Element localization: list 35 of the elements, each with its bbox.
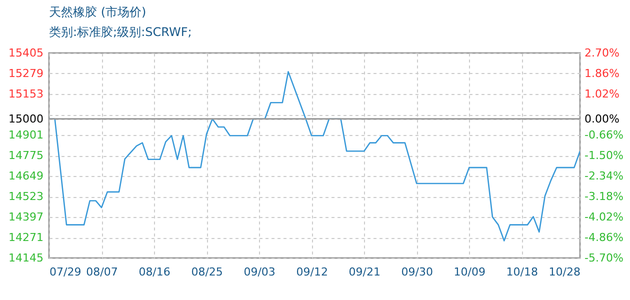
- x-tick-label: 08/07: [86, 266, 118, 278]
- y-tick-label: 14649: [8, 170, 44, 182]
- y2-tick-label: -3.18%: [584, 190, 624, 203]
- y-tick-label: 15279: [8, 67, 44, 80]
- x-tick-label: 10/28: [548, 266, 580, 278]
- y2-tick-label: 1.86%: [584, 67, 620, 80]
- y-tick-label: 14397: [8, 210, 44, 224]
- y2-tick-label: -2.34%: [584, 170, 624, 182]
- x-tick-label: 09/12: [296, 266, 328, 278]
- y-tick-label: 14901: [8, 128, 44, 142]
- y-tick-label: 14775: [8, 149, 44, 162]
- y-tick-label: 15153: [8, 88, 44, 100]
- chart-title: 天然橡胶 (市场价): [49, 5, 146, 19]
- y2-tick-label: -0.66%: [584, 128, 624, 142]
- y2-tick-label: -1.50%: [584, 149, 624, 162]
- x-tick-label: 08/25: [191, 266, 223, 278]
- x-tick-label: 09/21: [348, 266, 380, 278]
- y2-tick-label: -5.70%: [584, 252, 624, 264]
- y-tick-label: 14271: [8, 231, 44, 244]
- y2-tick-label: -4.86%: [584, 231, 624, 244]
- y2-tick-label: 1.02%: [584, 88, 620, 100]
- y-tick-label: 15000: [8, 112, 44, 126]
- y2-tick-label: 2.70%: [584, 46, 620, 60]
- x-tick-label: 08/16: [138, 266, 170, 278]
- x-tick-label: 09/03: [244, 266, 276, 278]
- y-tick-label: 14145: [8, 252, 44, 264]
- x-tick-label: 10/18: [506, 266, 538, 278]
- y-tick-label: 14523: [8, 190, 44, 203]
- y-tick-label: 15405: [8, 46, 44, 60]
- x-tick-label: 10/09: [454, 266, 486, 278]
- y2-tick-label: 0.00%: [584, 112, 620, 126]
- x-tick-label: 07/29: [50, 266, 82, 278]
- x-tick-label: 09/30: [401, 266, 433, 278]
- y2-tick-label: -4.02%: [584, 210, 624, 224]
- chart-subtitle: 类别:标准胶;级别:SCRWF;: [49, 25, 192, 39]
